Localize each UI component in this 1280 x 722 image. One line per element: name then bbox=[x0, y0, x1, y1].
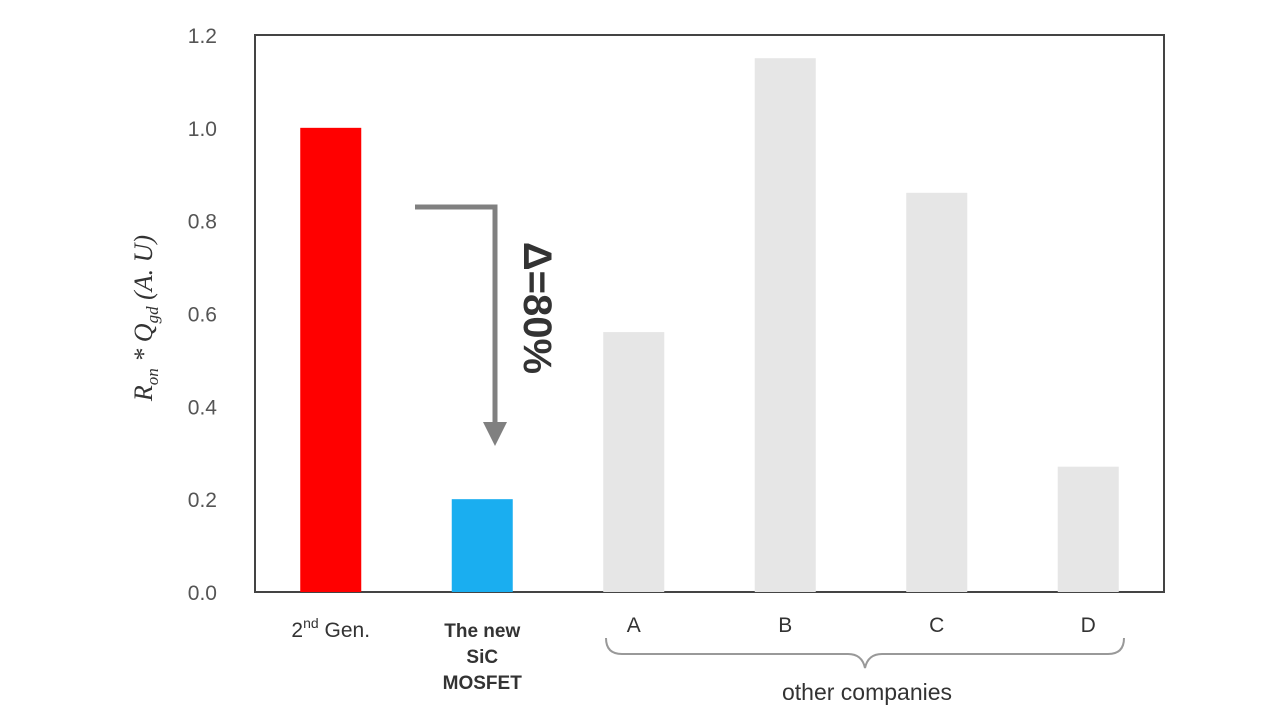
bar bbox=[603, 332, 665, 592]
y-tick-label: 0.6 bbox=[188, 304, 217, 327]
y-tick-label: 1.0 bbox=[188, 118, 217, 141]
x-category-label: The new bbox=[444, 621, 520, 642]
y-axis-ticks: 0.0 0.2 0.4 0.6 0.8 1.0 1.2 bbox=[188, 25, 218, 605]
bar bbox=[300, 127, 362, 592]
group-label: other companies bbox=[782, 679, 952, 705]
y-tick-label: 1.2 bbox=[188, 25, 217, 48]
bar bbox=[906, 192, 968, 593]
x-axis-categories: 2nd Gen. The new SiC MOSFET A B C D bbox=[291, 614, 1095, 694]
y-tick-label: 0.2 bbox=[188, 489, 217, 512]
x-category-label: A bbox=[627, 614, 641, 637]
x-category-label: SiC bbox=[466, 647, 498, 668]
reduction-annotation: Δ=80% bbox=[515, 242, 559, 374]
x-category-label: D bbox=[1081, 614, 1096, 637]
x-category-label: 2nd Gen. bbox=[291, 615, 370, 642]
x-category-label: B bbox=[778, 614, 792, 637]
reduction-arrow bbox=[415, 204, 507, 446]
plot-frame bbox=[254, 34, 1165, 593]
y-tick-label: 0.4 bbox=[188, 396, 218, 419]
group-brace bbox=[605, 637, 1125, 669]
bar bbox=[451, 499, 513, 592]
x-category-label: C bbox=[929, 614, 944, 637]
bar bbox=[754, 58, 816, 593]
y-axis-label: Ron * Qgd (A. U) bbox=[129, 235, 162, 402]
bar bbox=[1057, 466, 1119, 592]
x-category-label: MOSFET bbox=[443, 673, 523, 694]
bars bbox=[300, 58, 1119, 593]
y-tick-label: 0.8 bbox=[188, 211, 217, 234]
y-tick-label: 0.0 bbox=[188, 582, 217, 605]
